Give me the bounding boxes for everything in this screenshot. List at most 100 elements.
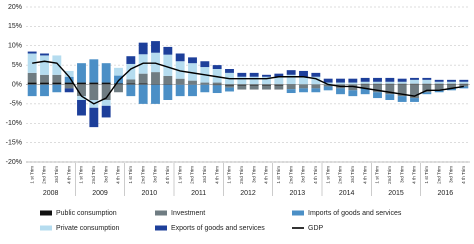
bar [447,88,456,91]
x-tick-label: 2nd Trim [239,166,244,184]
bar [422,84,432,93]
bar [311,76,321,85]
bar [40,82,49,85]
x-tick-label: 2nd Trim [338,166,343,184]
bar [323,78,333,83]
x-tick-label: 3rd Trim [251,166,256,183]
bar [114,83,123,85]
bar [249,76,259,85]
bar [385,77,395,82]
bar [385,84,395,95]
bar [410,83,419,85]
bar [52,55,62,75]
bar [397,84,407,97]
bar [323,82,333,85]
bar [40,55,49,75]
x-tick-label: 3rd Trim [449,166,454,183]
bar [212,65,222,69]
bar [175,61,185,79]
bar [188,84,197,97]
year-label: 2013 [290,190,306,197]
bar [237,72,247,77]
bar [299,84,308,89]
x-tick-label: 1 st Trim [424,166,429,184]
y-tick-label: 15% [8,23,22,30]
bar [114,75,123,84]
bar [151,83,160,85]
x-tick-label: 3rd Trim [54,166,59,183]
x-tick-label: 4 th Trim [165,166,170,184]
bar [311,84,321,89]
bar [225,87,234,92]
bar [336,78,345,83]
bar [397,83,407,85]
bar [151,41,160,53]
x-tick-label: 3rd Trim [301,166,306,183]
bar [138,84,148,104]
bar [397,81,407,84]
y-tick-label: 10% [8,43,22,50]
bar [101,84,111,100]
bar [126,63,136,80]
bar [237,84,247,86]
x-tick-label: 2nd Trim [436,166,441,184]
bar [40,84,49,97]
bar [348,90,358,97]
x-tick-label: 2nd Trim [387,166,392,184]
bar [188,80,197,85]
bar [348,78,358,83]
bar [114,84,123,93]
bar [163,75,173,84]
bar [373,92,382,99]
x-tick-label: 3rd Trim [202,166,207,183]
bar [126,79,136,84]
bar [434,79,444,82]
bar [27,51,37,54]
x-tick-label: 4 th Trim [116,166,121,184]
x-tick-label: 1 st Trim [276,166,281,184]
bar [200,84,210,93]
bar [40,53,49,56]
bar [447,84,456,89]
bar [447,81,456,84]
bar [249,85,259,90]
legend-swatch [155,210,167,216]
gdp-line [32,60,464,105]
x-tick-label: 4 th Trim [362,166,367,184]
x-tick-label: 4 th Trim [264,166,269,184]
bar [27,72,37,83]
bar [299,76,308,85]
x-tick-label: 1 st Trim [79,166,84,184]
bar [151,84,160,104]
x-tick-label: 4 th Trim [214,166,219,184]
bar [175,53,185,62]
bar [422,92,432,95]
legend-swatch [40,225,52,231]
bar [262,85,271,90]
bar [360,83,370,85]
y-tick-label: 5% [12,62,22,69]
bar [40,74,49,83]
bar [385,81,395,84]
bar [299,88,308,93]
bar [89,82,99,85]
x-tick-label: 1 st Trim [128,166,133,184]
bar [459,84,469,87]
year-label: 2010 [142,190,158,197]
bar [64,88,74,93]
legend-label: Exports of goods and services [171,225,265,232]
bar [64,82,74,85]
bar [286,84,296,86]
legend-label: Private consumption [56,225,120,232]
bar [225,69,234,73]
bar [274,85,284,90]
bar [138,54,148,74]
bar [286,74,296,85]
bar [237,85,247,90]
bar [410,84,419,99]
y-tick-label: 0% [12,81,22,88]
bar [262,84,271,86]
bar [286,70,296,75]
bar [89,107,99,128]
bar [249,84,259,86]
